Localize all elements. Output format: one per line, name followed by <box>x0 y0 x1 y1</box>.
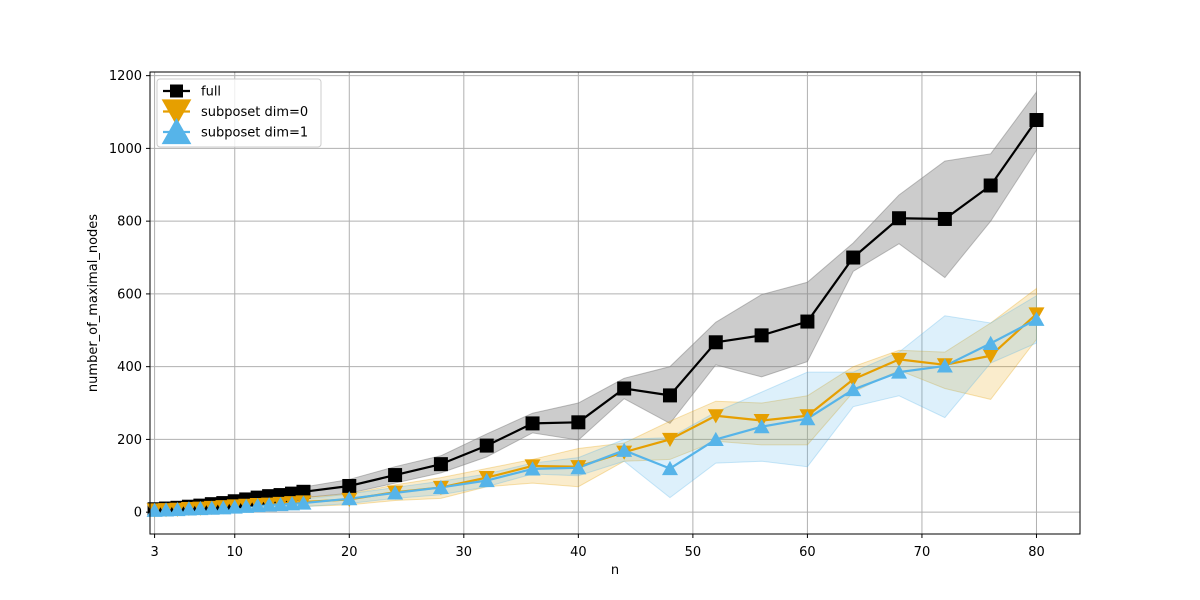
data-point-3 <box>570 460 587 475</box>
data-point-3 <box>146 502 163 517</box>
series-markers <box>146 113 1045 518</box>
data-point-1 <box>433 457 448 472</box>
data-point-1 <box>479 438 494 453</box>
data-point-1 <box>846 250 861 265</box>
x-tick-label: 20 <box>341 545 358 560</box>
data-point-2 <box>707 409 724 424</box>
data-point-3 <box>192 500 209 516</box>
data-point-3 <box>845 381 862 397</box>
data-point-1 <box>892 211 907 226</box>
data-point-1 <box>388 468 403 483</box>
data-point-3 <box>169 502 186 517</box>
data-point-1 <box>617 381 632 396</box>
data-point-3 <box>284 496 301 511</box>
data-point-1 <box>342 478 357 493</box>
x-tick-label: 70 <box>914 545 931 560</box>
data-point-3 <box>295 495 312 510</box>
data-point-3 <box>226 499 243 514</box>
x-tick-label: 30 <box>456 545 473 560</box>
y-tick-label: 600 <box>117 287 142 302</box>
y-tick-label: 1000 <box>109 142 142 157</box>
data-point-2 <box>982 349 999 364</box>
data-point-3 <box>387 485 404 500</box>
data-point-2 <box>891 352 908 367</box>
data-point-1 <box>296 484 311 499</box>
data-point-3 <box>341 491 358 506</box>
data-point-1 <box>571 415 586 430</box>
data-point-1 <box>983 178 998 193</box>
legend-label-1: full <box>201 85 221 100</box>
data-point-3 <box>238 498 255 513</box>
y-tick-label: 200 <box>117 433 142 448</box>
x-tick-label: 60 <box>799 545 816 560</box>
legend-label-3: subposet dim=1 <box>201 126 308 141</box>
data-point-1 <box>937 211 952 226</box>
data-point-3 <box>707 431 724 446</box>
y-axis-label: number_of_maximal_nodes <box>86 214 101 392</box>
data-point-2 <box>845 372 862 387</box>
legend-label-2: subposet dim=0 <box>201 105 308 120</box>
x-tick-label: 10 <box>226 545 243 560</box>
data-point-3 <box>249 498 266 513</box>
data-point-1 <box>708 335 723 350</box>
data-point-3 <box>982 335 999 350</box>
data-point-3 <box>432 479 449 494</box>
data-point-3 <box>215 500 232 515</box>
data-point-3 <box>203 500 220 515</box>
data-point-3 <box>799 411 816 426</box>
data-point-3 <box>936 358 953 373</box>
plot-frame <box>149 71 1081 535</box>
data-point-3 <box>891 364 908 379</box>
data-point-1 <box>1029 113 1044 128</box>
data-point-3 <box>478 472 495 488</box>
data-point-3 <box>272 496 289 512</box>
data-point-1 <box>662 388 677 403</box>
data-point-3 <box>661 460 678 476</box>
y-tick-label: 1200 <box>109 69 142 84</box>
data-point-1 <box>525 416 540 431</box>
legend-marker-2 <box>161 99 192 126</box>
legend: full subposet dim=0 subposet dim=1 <box>156 78 322 148</box>
x-tick-label: 50 <box>685 545 702 560</box>
data-point-3 <box>1028 311 1045 326</box>
legend-marker-1 <box>170 84 183 98</box>
data-point-3 <box>180 501 197 516</box>
data-point-1 <box>754 328 769 343</box>
data-point-3 <box>524 461 541 476</box>
x-axis-label: n <box>611 563 619 578</box>
data-point-3 <box>158 502 175 517</box>
x-tick-label: 40 <box>570 545 587 560</box>
data-point-3 <box>616 442 633 457</box>
data-point-1 <box>800 314 815 329</box>
x-tick-label: 80 <box>1028 545 1045 560</box>
data-point-3 <box>261 497 278 512</box>
legend-box <box>156 78 322 148</box>
data-point-3 <box>753 419 770 434</box>
y-tick-label: 0 <box>134 506 142 521</box>
x-tick-label: 3 <box>150 545 158 560</box>
data-point-2 <box>661 432 678 448</box>
y-tick-label: 400 <box>117 360 142 375</box>
y-tick-label: 800 <box>117 215 142 230</box>
legend-marker-3 <box>161 117 192 145</box>
